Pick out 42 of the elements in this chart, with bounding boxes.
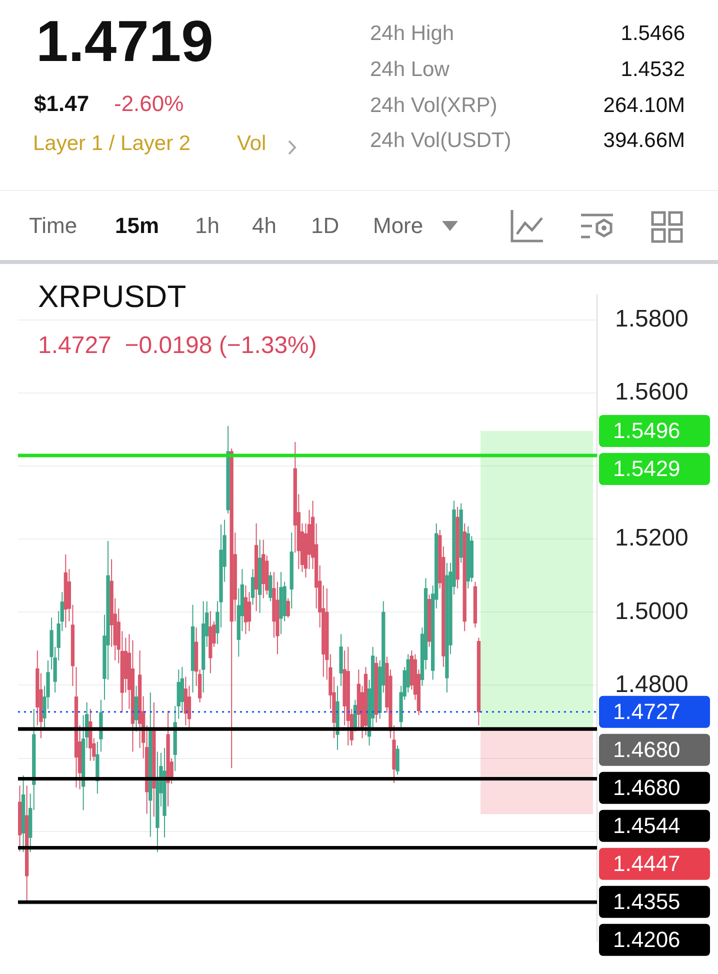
text: Vol bbox=[237, 132, 266, 156]
text: Layer 1 / Layer 2 bbox=[33, 132, 191, 156]
text: 4h bbox=[252, 213, 276, 239]
text: 1.5466 bbox=[620, 22, 685, 46]
text: Time bbox=[29, 213, 78, 239]
y-tick-label: 1.5800 bbox=[615, 306, 688, 333]
text: 24h Vol(USDT) bbox=[370, 129, 512, 153]
candlestick bbox=[134, 685, 138, 732]
candlestick bbox=[353, 699, 357, 732]
text: $1.47 bbox=[34, 91, 90, 117]
text: 1.4727 −0.0198 (−1.33%) bbox=[38, 332, 317, 360]
ref-line-label: 1.4680 bbox=[613, 736, 680, 762]
candlestick bbox=[396, 744, 400, 776]
ref-line-label: 1.4680 bbox=[613, 774, 680, 800]
band-label: 1.5496 bbox=[613, 418, 680, 444]
candlestick bbox=[286, 598, 290, 618]
y-tick-label: 1.5600 bbox=[615, 378, 688, 406]
text: 24h Low bbox=[370, 58, 450, 82]
y-tick-label: 1.5000 bbox=[615, 598, 688, 625]
ref-line-label: 1.4355 bbox=[613, 888, 680, 914]
text: 1h bbox=[195, 213, 220, 239]
ref-line-label: 1.4206 bbox=[613, 926, 680, 952]
ref-line-label: 1.4544 bbox=[613, 812, 680, 838]
text: 15m bbox=[115, 213, 160, 239]
text: 24h High bbox=[370, 22, 454, 46]
text: 1.4719 bbox=[36, 8, 214, 75]
candlestick bbox=[250, 568, 255, 606]
ref-line-label: 1.4727 bbox=[613, 698, 680, 724]
text: More bbox=[373, 213, 424, 239]
text: -2.60% bbox=[114, 91, 184, 117]
text: 264.10M bbox=[603, 94, 685, 118]
ref-line-label: 1.5429 bbox=[613, 456, 680, 482]
candlestick bbox=[268, 571, 272, 602]
y-tick-label: 1.5200 bbox=[615, 524, 688, 552]
band-label: 1.4447 bbox=[613, 850, 680, 876]
text: 394.66M bbox=[603, 129, 685, 153]
y-tick-label: 1.4800 bbox=[615, 670, 688, 698]
text: 1.4532 bbox=[620, 58, 685, 82]
candlestick bbox=[247, 592, 252, 632]
text: 24h Vol(XRP) bbox=[370, 94, 498, 118]
chart-title: XRPUSDT bbox=[38, 279, 186, 315]
text: 1D bbox=[311, 213, 340, 239]
